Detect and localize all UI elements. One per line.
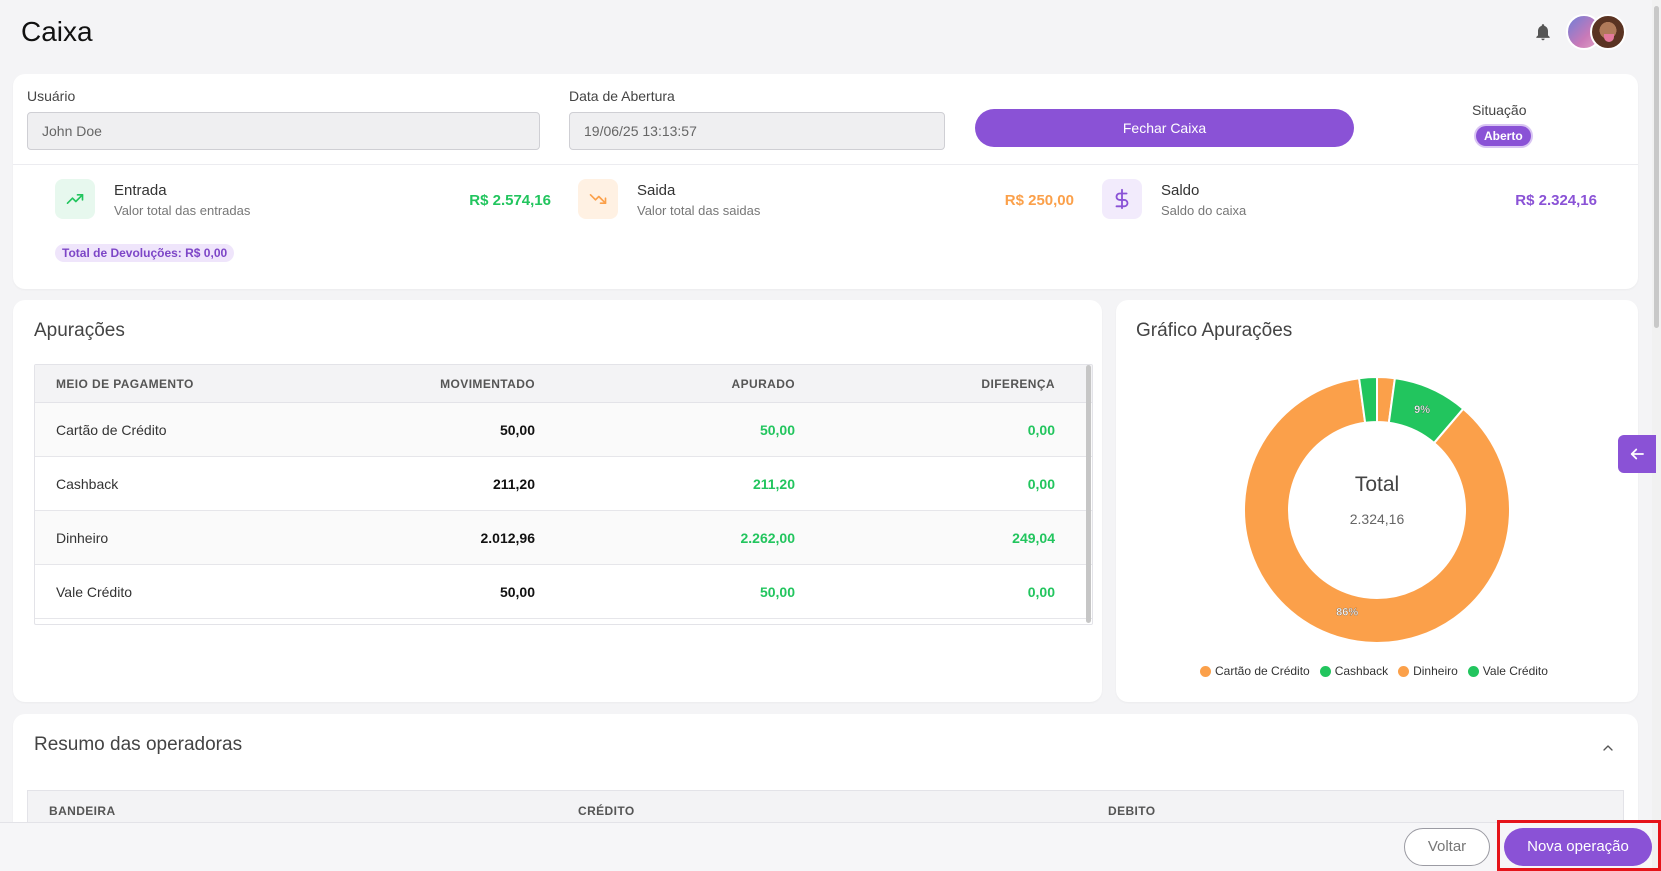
apuracoes-table: MEIO DE PAGAMENTO MOVIMENTADO APURADO DI…: [34, 364, 1093, 625]
page-scrollbar-thumb[interactable]: [1654, 6, 1659, 328]
diferenca-cell: 249,04: [1012, 530, 1055, 546]
apurado-cell: 50,00: [759, 584, 795, 600]
column-header: MEIO DE PAGAMENTO: [56, 377, 194, 391]
table-row[interactable]: Dinheiro 2.012,96 2.262,00 249,04: [35, 511, 1092, 565]
saldo-subtitle: Saldo do caixa: [1161, 203, 1247, 218]
movimentado-cell: 50,00: [499, 584, 535, 600]
donut-center-value: 2.324,16: [1350, 511, 1405, 527]
legend-item[interactable]: Dinheiro: [1398, 664, 1458, 678]
donut-slice[interactable]: [1357, 375, 1378, 424]
resumo-title: Resumo das operadoras: [34, 734, 243, 755]
saida-icon-box: [578, 179, 618, 219]
page-title: Caixa: [21, 16, 93, 47]
donut-slice[interactable]: [1243, 377, 1511, 644]
legend-label: Cartão de Crédito: [1215, 664, 1310, 678]
column-header: DIFERENÇA: [981, 377, 1055, 391]
table-body: Cartão de Crédito 50,00 50,00 0,00 Cashb…: [35, 403, 1092, 624]
movimentado-cell: 50,00: [499, 422, 535, 438]
table-scrollbar[interactable]: [1086, 365, 1091, 623]
trending-up-icon: [66, 194, 84, 204]
donut-data-label: 86%: [1336, 607, 1358, 619]
donut-chart: 9% 86% Total 2.324,16: [1243, 375, 1511, 644]
table-header: MEIO DE PAGAMENTO MOVIMENTADO APURADO DI…: [35, 365, 1092, 403]
meio-cell: Vale Crédito: [56, 584, 133, 600]
legend-dot: [1467, 665, 1479, 677]
diferenca-cell: 0,00: [1027, 476, 1055, 492]
legend-dot: [1319, 665, 1331, 677]
saida-value: R$ 250,00: [1004, 192, 1074, 209]
situacao-label: Situação: [1472, 102, 1527, 118]
meio-cell: Dinheiro: [56, 530, 109, 546]
trending-down-icon: [589, 194, 607, 204]
avatar-group[interactable]: [1566, 14, 1630, 50]
bell-icon[interactable]: [1533, 22, 1553, 42]
column-header: MOVIMENTADO: [440, 377, 535, 391]
diferenca-cell: 0,00: [1027, 422, 1055, 438]
dollar-icon: [1115, 188, 1129, 210]
usuario-label: Usuário: [27, 88, 76, 104]
apuracoes-title: Apurações: [34, 320, 125, 341]
side-panel-toggle[interactable]: [1618, 435, 1656, 473]
legend-item[interactable]: Cartão de Crédito: [1200, 664, 1310, 678]
legend-label: Cashback: [1334, 664, 1389, 678]
data-abertura-field[interactable]: 19/06/25 13:13:57: [569, 112, 945, 150]
entrada-subtitle: Valor total das entradas: [114, 203, 251, 218]
nova-operacao-button[interactable]: Nova operação: [1504, 828, 1652, 866]
voltar-button[interactable]: Voltar: [1404, 828, 1490, 866]
entrada-title: Entrada: [114, 182, 167, 199]
saida-subtitle: Valor total das saidas: [637, 203, 761, 218]
legend-dot: [1398, 665, 1410, 677]
meio-cell: Cashback: [56, 476, 119, 492]
caixa-summary-card: Usuário John Doe Data de Abertura 19/06/…: [13, 74, 1638, 289]
table-row[interactable]: Cashback 211,20 211,20 0,00: [35, 457, 1092, 511]
chevron-up-icon[interactable]: [1600, 740, 1616, 756]
top-bar: Caixa: [0, 0, 1661, 64]
column-header: APURADO: [731, 377, 795, 391]
donut-data-label: 9%: [1414, 404, 1430, 416]
apurado-cell: 2.262,00: [740, 530, 796, 546]
table-row[interactable]: Vale Crédito 50,00 50,00 0,00: [35, 565, 1092, 619]
data-abertura-label: Data de Abertura: [569, 88, 675, 104]
grafico-card: Gráfico Apurações 9% 86% Total 2.324,16 C…: [1116, 300, 1638, 702]
grafico-title: Gráfico Apurações: [1136, 320, 1293, 341]
status-badge: Aberto: [1476, 126, 1531, 146]
meio-cell: Cartão de Crédito: [56, 422, 167, 438]
devolucoes-badge: Total de Devoluções: R$ 0,00: [55, 244, 235, 262]
entrada-icon-box: [55, 179, 95, 219]
fechar-caixa-button[interactable]: Fechar Caixa: [975, 109, 1354, 147]
usuario-field[interactable]: John Doe: [27, 112, 540, 150]
column-header: DEBITO: [1108, 804, 1156, 818]
apurado-cell: 211,20: [752, 476, 795, 492]
column-header: CRÉDITO: [578, 804, 635, 818]
legend-label: Dinheiro: [1413, 664, 1458, 678]
saldo-title: Saldo: [1161, 182, 1200, 199]
footer-bar: Voltar Nova operação: [0, 822, 1652, 871]
page-scrollbar[interactable]: [1652, 0, 1661, 871]
chart-legend: Cartão de Crédito Cashback Dinheiro Vale…: [1200, 664, 1548, 678]
divider: [13, 164, 1638, 165]
legend-item[interactable]: Vale Crédito: [1467, 664, 1548, 678]
entrada-value: R$ 2.574,16: [469, 192, 551, 209]
saida-title: Saida: [637, 182, 676, 199]
highlight-box: [1497, 820, 1661, 871]
movimentado-cell: 2.012,96: [480, 530, 536, 546]
table-row[interactable]: Cartão de Crédito 50,00 50,00 0,00: [35, 403, 1092, 457]
saldo-icon-box: [1102, 179, 1142, 219]
diferenca-cell: 0,00: [1027, 584, 1055, 600]
column-header: BANDEIRA: [49, 804, 116, 818]
legend-item[interactable]: Cashback: [1319, 664, 1389, 678]
movimentado-cell: 211,20: [492, 476, 535, 492]
saldo-value: R$ 2.324,16: [1515, 192, 1597, 209]
avatar[interactable]: [1590, 14, 1626, 50]
donut-center-label: Total: [1355, 473, 1399, 496]
legend-dot: [1200, 665, 1211, 677]
apuracoes-card: Apurações MEIO DE PAGAMENTO MOVIMENTADO …: [13, 300, 1102, 702]
legend-label: Vale Crédito: [1482, 664, 1548, 678]
arrow-left-icon: [1630, 448, 1644, 460]
apurado-cell: 50,00: [759, 422, 795, 438]
